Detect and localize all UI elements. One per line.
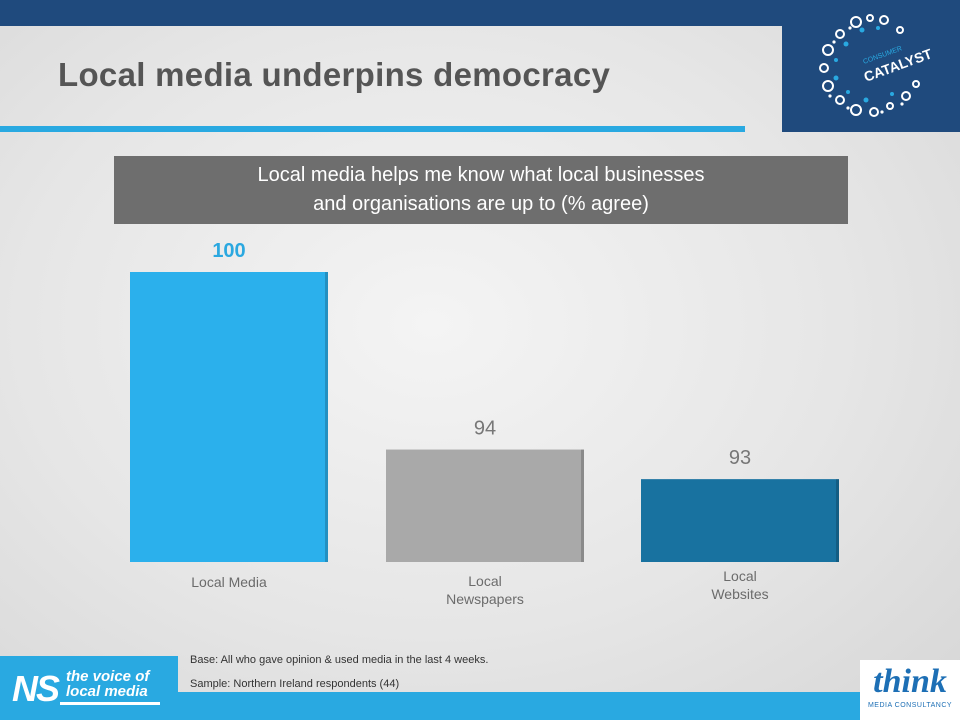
consumer-catalyst-icon: CONSUMER CATALYST <box>819 14 934 117</box>
ns-tagline-line-1: the voice of <box>66 668 150 685</box>
bar-2 <box>641 479 839 562</box>
bar-shade-2 <box>836 479 839 562</box>
bar-shade-0 <box>325 272 328 562</box>
footnote-base: Base: All who gave opinion & used media … <box>190 654 489 666</box>
bar-0 <box>130 272 328 562</box>
value-label-2: 93 <box>729 447 751 469</box>
category-label-2-0: Local <box>723 568 756 584</box>
footnote-sample: Sample: Northern Ireland respondents (44… <box>190 678 400 690</box>
title-underline <box>0 126 745 132</box>
chart-title-line-2: and organisations are up to (% agree) <box>313 193 649 215</box>
think-logo-subtitle: MEDIA CONSULTANCY <box>867 702 953 709</box>
category-label-0-0: Local Media <box>191 574 267 590</box>
value-label-0: 100 <box>212 240 245 262</box>
ns-tagline-line-2: local media <box>66 683 148 700</box>
ns-logo-letters: NS <box>12 668 60 709</box>
consumer-catalyst-logo: CONSUMER CATALYST <box>782 0 960 132</box>
category-label-1-1: Newspapers <box>446 591 524 607</box>
slide-title: Local media underpins democracy <box>58 56 611 93</box>
ns-logo-underline <box>60 702 160 705</box>
ns-logo: NS the voice of local media <box>0 656 178 720</box>
bar-1 <box>386 449 584 562</box>
chart-title-box: Local media helps me know what local bus… <box>114 156 848 224</box>
category-label-1-0: Local <box>468 573 501 589</box>
bottom-accent-strip <box>178 692 860 720</box>
bar-shade-1 <box>581 449 584 562</box>
think-media-logo: think MEDIA CONSULTANCY <box>860 660 960 720</box>
chart-title-line-1: Local media helps me know what local bus… <box>257 164 705 186</box>
ns-logo-tagline: the voice of local media <box>66 669 149 699</box>
think-logo-word: think <box>873 663 947 700</box>
category-label-2-1: Websites <box>711 586 768 602</box>
value-label-1: 94 <box>474 418 496 440</box>
